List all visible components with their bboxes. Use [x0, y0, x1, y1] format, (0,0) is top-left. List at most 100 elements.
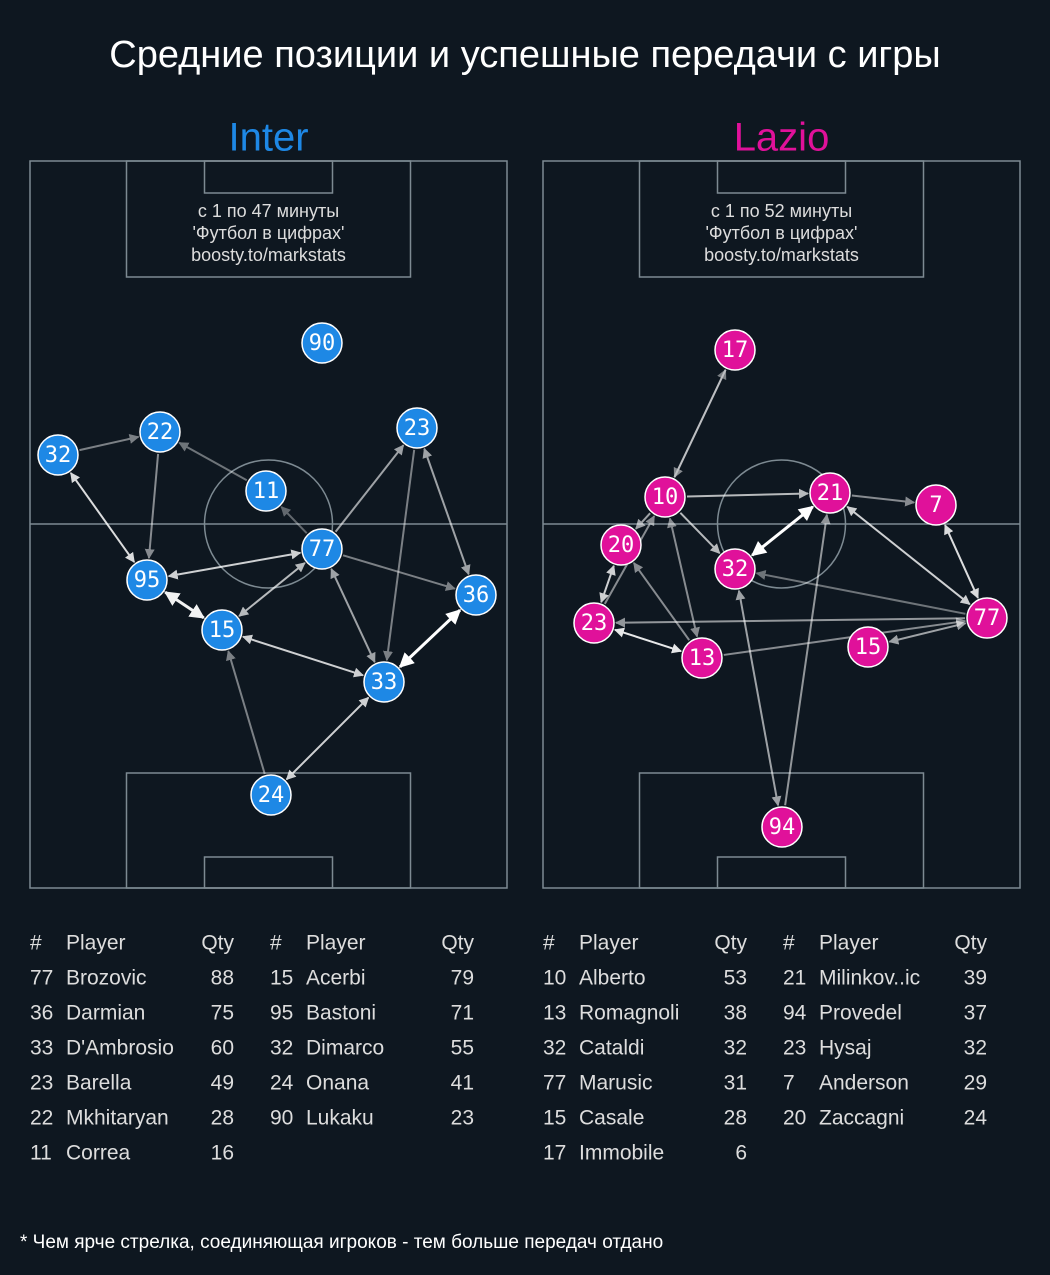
table-cell: 10	[543, 967, 566, 990]
table-cell: Correa	[66, 1142, 131, 1165]
pass-arrow	[164, 590, 205, 620]
pass-arrow	[755, 570, 966, 615]
player-node	[761, 806, 803, 848]
pass-arrow	[846, 505, 971, 606]
table-header: Qty	[954, 932, 987, 955]
pass-arrow	[238, 562, 306, 617]
table-cell: 32	[964, 1037, 987, 1060]
player-node	[681, 637, 723, 679]
pass-arrow	[69, 472, 136, 563]
table-cell: Dimarco	[306, 1037, 384, 1060]
pass-arrow	[241, 634, 365, 678]
player-number: 77	[974, 606, 1001, 631]
note: 'Футбол в цифрах'	[193, 223, 345, 243]
player-number: 10	[652, 485, 679, 510]
pass-arrow	[398, 609, 462, 668]
player-node	[714, 329, 756, 371]
player-number: 23	[581, 611, 608, 636]
pass-arrow	[723, 617, 967, 656]
player-node	[201, 609, 243, 651]
table-cell: 41	[451, 1072, 474, 1095]
table-header: Player	[819, 932, 879, 955]
pass-arrow	[334, 444, 405, 533]
table-header: Qty	[714, 932, 747, 955]
pass-arrow	[751, 505, 814, 557]
table-header: #	[783, 932, 795, 955]
pass-arrow	[851, 494, 916, 507]
player-node	[809, 472, 851, 514]
table-cell: Marusic	[579, 1072, 653, 1095]
table-cell: 71	[451, 1002, 474, 1025]
table-cell: 24	[270, 1072, 294, 1095]
table-cell: Darmian	[66, 1002, 145, 1025]
table-cell: 94	[783, 1002, 807, 1025]
player-node	[37, 434, 79, 476]
table-cell: 23	[451, 1107, 474, 1130]
player-number: 24	[258, 783, 285, 808]
player-number: 21	[817, 481, 844, 506]
goal-area	[716, 160, 847, 194]
table-cell: 53	[724, 967, 747, 990]
player-number: 23	[404, 416, 431, 441]
table-cell: 17	[543, 1142, 566, 1165]
player-node	[847, 626, 889, 668]
table-cell: 6	[735, 1142, 747, 1165]
player-number: 22	[147, 420, 174, 445]
table-cell: Brozovic	[66, 967, 147, 990]
player-number: 17	[722, 338, 749, 363]
table-cell: 88	[211, 967, 234, 990]
table-cell: 79	[451, 967, 474, 990]
player-number: 13	[689, 646, 716, 671]
table-cell: 23	[30, 1072, 53, 1095]
player-number: 32	[722, 557, 749, 582]
table-cell: 28	[724, 1107, 747, 1130]
table-cell: Casale	[579, 1107, 644, 1130]
player-number: 7	[929, 493, 942, 518]
table-cell: 22	[30, 1107, 53, 1130]
pass-arrow	[679, 512, 721, 554]
team-name: Inter	[228, 116, 308, 160]
table-cell: 11	[30, 1142, 52, 1165]
pass-arrow	[280, 506, 308, 534]
table-header: #	[30, 932, 42, 955]
table-cell: Barella	[66, 1072, 132, 1095]
pass-arrow	[613, 627, 683, 654]
pass-arrow	[342, 554, 456, 591]
table-cell: Provedel	[819, 1002, 902, 1025]
player-node	[139, 411, 181, 453]
note: 'Футбол в цифрах'	[706, 223, 858, 243]
pass-arrow	[144, 453, 160, 560]
pass-arrow	[784, 513, 831, 806]
table-cell: 32	[724, 1037, 747, 1060]
goal-area	[203, 160, 334, 194]
pass-arrow	[383, 449, 416, 662]
table-cell: 90	[270, 1107, 293, 1130]
table-cell: Immobile	[579, 1142, 664, 1165]
player-node	[396, 407, 438, 449]
table-cell: Lukaku	[306, 1107, 374, 1130]
table-cell: 20	[783, 1107, 806, 1130]
player-number: 15	[855, 635, 882, 660]
table-cell: 15	[270, 967, 293, 990]
table-cell: 60	[211, 1037, 234, 1060]
pass-arrow	[673, 369, 727, 479]
pass-arrow	[667, 517, 700, 638]
player-number: 32	[45, 443, 72, 468]
table-cell: 37	[964, 1002, 987, 1025]
pass-arrow	[226, 650, 266, 775]
table-header: Player	[579, 932, 639, 955]
pass-arrow	[944, 524, 979, 599]
table-cell: 38	[724, 1002, 747, 1025]
player-node	[714, 548, 756, 590]
player-number: 20	[608, 533, 635, 558]
pass-arrow	[686, 488, 810, 499]
player-number: 77	[309, 537, 336, 562]
player-node	[363, 661, 405, 703]
table-cell: 55	[451, 1037, 474, 1060]
table-cell: 39	[964, 967, 987, 990]
title: Средние позиции и успешные передачи с иг…	[109, 34, 941, 76]
table-cell: Milinkov..ic	[819, 967, 920, 990]
player-number: 11	[253, 479, 280, 504]
table-cell: Romagnoli	[579, 1002, 679, 1025]
